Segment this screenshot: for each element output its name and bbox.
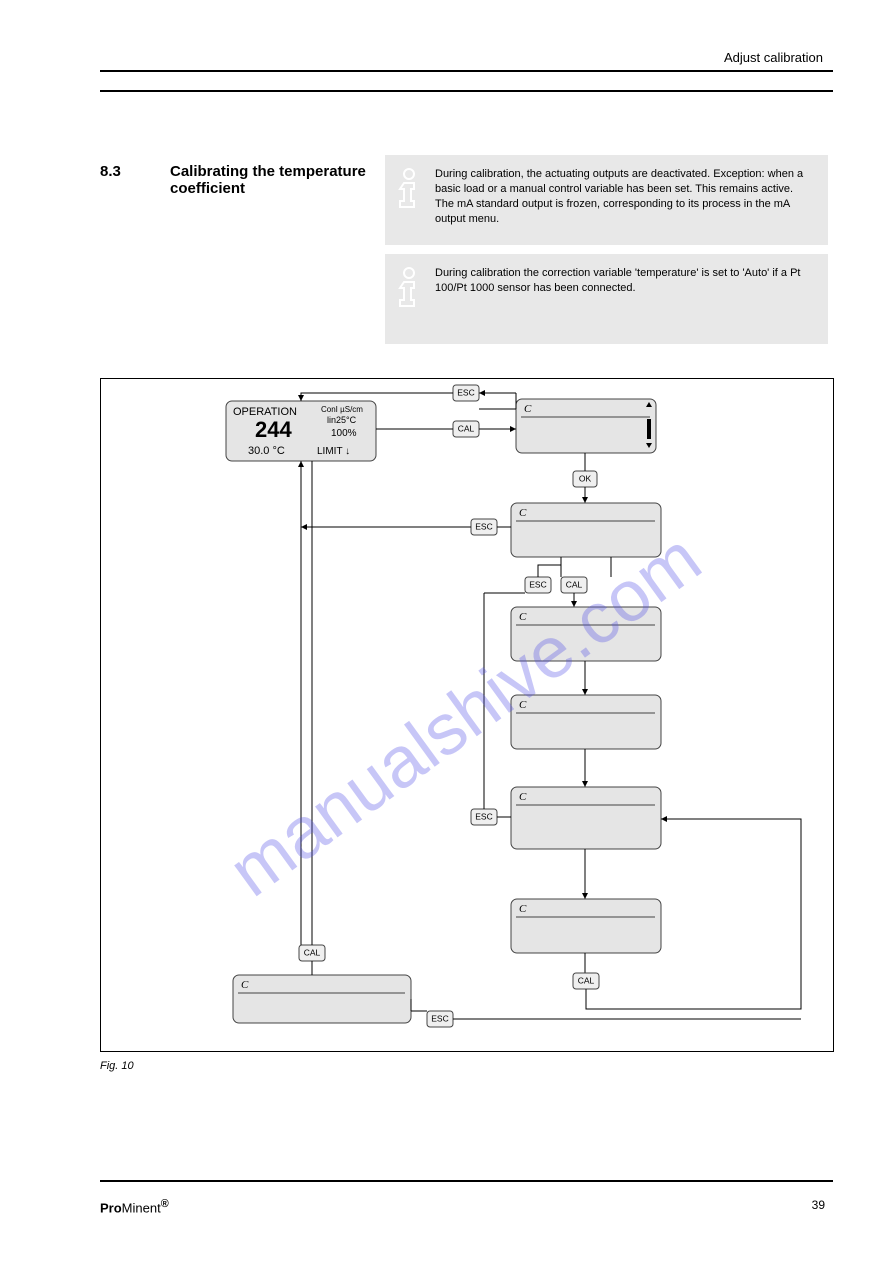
svg-text:C: C xyxy=(519,507,527,519)
bottom-rule xyxy=(100,1180,833,1182)
node-n7 xyxy=(233,975,411,1023)
section-number: 8.3 xyxy=(100,163,121,180)
top-rule-1 xyxy=(100,70,833,72)
op-r4: LIMIT ↓ xyxy=(317,446,350,457)
svg-text:ESC: ESC xyxy=(475,811,492,821)
node-n2 xyxy=(511,503,661,557)
svg-text:ESC: ESC xyxy=(431,1013,448,1023)
section-title: Calibrating the temperature coefficient xyxy=(170,163,370,197)
svg-text:C: C xyxy=(519,791,527,803)
flowchart-frame: OPERATION 244 30.0 °C ConI µS/cm lin25°C… xyxy=(100,378,834,1052)
flowchart: OPERATION 244 30.0 °C ConI µS/cm lin25°C… xyxy=(101,379,833,1051)
svg-text:OK: OK xyxy=(579,473,592,483)
svg-text:CAL: CAL xyxy=(578,975,595,985)
node-n5 xyxy=(511,787,661,849)
op-temp: 30.0 °C xyxy=(248,445,285,457)
info-text-2: During calibration the correction variab… xyxy=(435,267,800,294)
svg-text:ESC: ESC xyxy=(457,387,474,397)
figure-caption: Fig. 10 xyxy=(100,1060,134,1072)
top-rule-2 xyxy=(100,90,833,92)
svg-text:CAL: CAL xyxy=(458,423,475,433)
node-n1 xyxy=(516,399,656,453)
svg-text:C: C xyxy=(524,403,532,415)
info-icon xyxy=(395,167,423,209)
svg-text:ESC: ESC xyxy=(529,579,546,589)
op-r3: 100% xyxy=(331,428,357,439)
footer-logo: ProMinent® xyxy=(100,1198,169,1215)
info-box-2: During calibration the correction variab… xyxy=(385,254,828,344)
op-value: 244 xyxy=(255,417,292,442)
header-title: Adjust calibration xyxy=(724,50,823,65)
node-n3 xyxy=(511,607,661,661)
info-text-1: During calibration, the actuating output… xyxy=(435,168,803,225)
svg-text:CAL: CAL xyxy=(304,947,321,957)
op-r2: lin25°C xyxy=(327,415,357,425)
svg-text:C: C xyxy=(519,699,527,711)
info-icon xyxy=(395,266,423,308)
svg-text:C: C xyxy=(519,611,527,623)
op-r1: ConI µS/cm xyxy=(321,405,363,414)
svg-text:CAL: CAL xyxy=(566,579,583,589)
node-n4 xyxy=(511,695,661,749)
page-number: 39 xyxy=(812,1198,825,1212)
svg-text:C: C xyxy=(519,903,527,915)
node-n6 xyxy=(511,899,661,953)
svg-text:C: C xyxy=(241,979,249,991)
svg-text:ESC: ESC xyxy=(475,521,492,531)
info-box-1: During calibration, the actuating output… xyxy=(385,155,828,245)
